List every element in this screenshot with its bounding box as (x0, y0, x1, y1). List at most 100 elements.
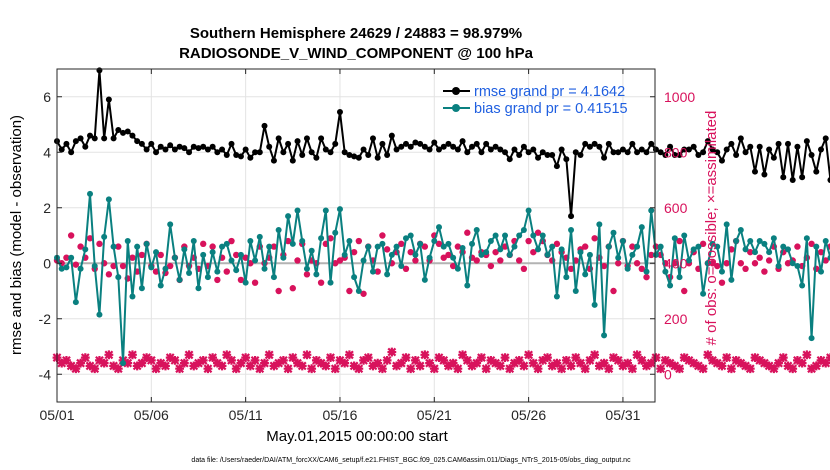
bias-point (667, 282, 674, 289)
bias-point (553, 293, 560, 300)
bias-point (252, 257, 259, 264)
y-tick-label-left: 2 (43, 200, 51, 216)
rmse-point (704, 138, 711, 145)
obs-assimilated-marker (727, 364, 736, 374)
obs-assimilated-marker (113, 364, 123, 374)
rmse-point (87, 132, 94, 139)
rmse-point (520, 143, 527, 150)
obs-assimilated-marker (755, 355, 765, 365)
obs-possible-marker (633, 260, 641, 267)
obs-assimilated-marker (123, 358, 133, 368)
obs-possible-marker (138, 251, 146, 259)
obs-assimilated-marker (363, 353, 373, 362)
rmse-point (431, 139, 438, 146)
obs-possible-marker (718, 279, 726, 286)
rmse-point (728, 140, 735, 147)
bias-point (563, 274, 570, 281)
rmse-point (558, 146, 565, 153)
rmse-point (214, 149, 221, 156)
rmse-point (402, 140, 409, 147)
obs-possible-marker (251, 279, 259, 286)
rmse-point (615, 149, 622, 156)
rmse-point (775, 140, 782, 147)
obs-assimilated-marker (675, 364, 684, 374)
bias-point (129, 293, 136, 300)
rmse-point (327, 149, 334, 156)
bias-point (440, 243, 447, 250)
rmse-point (784, 140, 791, 147)
bias-point (365, 243, 372, 250)
rmse-point (596, 143, 603, 150)
obs-assimilated-marker (76, 358, 85, 368)
rmse-point (568, 213, 575, 220)
bias-point (780, 243, 787, 250)
bias-point (742, 246, 749, 253)
obs-possible-marker (105, 271, 113, 278)
bias-point (450, 254, 457, 261)
rmse-point (247, 154, 254, 161)
obs-possible-marker (723, 260, 730, 267)
bias-point (601, 332, 608, 339)
bias-point (384, 271, 391, 278)
bias-point (671, 235, 678, 242)
rmse-point (294, 138, 301, 145)
obs-assimilated-marker (774, 358, 783, 368)
obs-assimilated-marker (462, 355, 472, 365)
obs-assimilated-marker (222, 350, 232, 360)
obs-possible-marker (449, 262, 457, 270)
obs-assimilated-marker (613, 355, 623, 365)
rmse-point (233, 152, 240, 159)
rmse-point (610, 149, 617, 156)
bias-point (770, 235, 777, 242)
bias-point (421, 276, 428, 283)
bias-point (407, 232, 414, 239)
rmse-point (459, 138, 466, 145)
rmse-point (737, 135, 744, 142)
rmse-point (535, 154, 542, 161)
obs-assimilated-marker (750, 353, 760, 362)
bias-point (714, 243, 721, 250)
obs-assimilated-marker (689, 358, 699, 368)
bias-point (237, 251, 244, 258)
bias-point (398, 263, 405, 270)
obs-assimilated-marker (679, 353, 689, 362)
bias-point (72, 299, 79, 306)
bias-point (426, 254, 433, 261)
obs-assimilated-marker (524, 350, 534, 360)
rmse-point (582, 140, 589, 147)
rmse-point (586, 143, 593, 150)
obs-assimilated-marker (326, 353, 335, 362)
bias-point (369, 268, 376, 275)
obs-possible-marker (383, 246, 391, 253)
obs-possible-marker (615, 260, 622, 267)
obs-possible-marker (761, 268, 768, 275)
bias-point (813, 243, 820, 250)
bias-point (101, 233, 108, 240)
obs-possible-marker (530, 248, 537, 256)
obs-assimilated-marker (481, 364, 491, 374)
bias-point (789, 260, 796, 267)
obs-possible-marker (77, 243, 84, 250)
obs-assimilated-marker (425, 358, 434, 368)
rmse-point (171, 146, 178, 153)
obs-possible-marker (209, 243, 216, 250)
rmse-point (605, 140, 612, 147)
bias-point (662, 268, 669, 275)
bias-point (200, 251, 207, 258)
bias-point (619, 238, 626, 245)
obs-assimilated-marker (170, 355, 180, 365)
rmse-point (803, 138, 810, 145)
bias-point (289, 240, 296, 247)
obs-assimilated-marker (651, 353, 661, 362)
obs-assimilated-marker (514, 355, 524, 365)
rmse-point (751, 168, 758, 175)
bias-point (181, 246, 188, 253)
rmse-point (813, 168, 820, 175)
obs-possible-marker (534, 229, 542, 236)
obs-assimilated-marker (500, 353, 510, 362)
bias-point (360, 257, 367, 264)
obs-assimilated-marker (472, 358, 482, 368)
obs-assimilated-marker (486, 355, 496, 365)
y-tick-label-right: 800 (664, 144, 688, 160)
obs-assimilated-marker (264, 350, 274, 360)
